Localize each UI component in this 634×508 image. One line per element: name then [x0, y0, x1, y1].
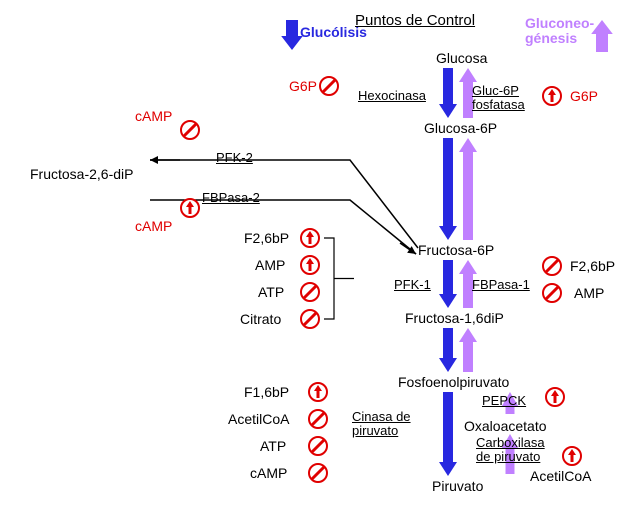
- reg-pk-3: cAMP: [250, 465, 287, 481]
- metabolite-oaa: Oxaloacetato: [464, 418, 547, 434]
- metabolite-pep: Fosfoenolpiruvato: [398, 374, 509, 390]
- metabolite-glucose: Glucosa: [436, 50, 487, 66]
- enzyme-hexokinase: Hexocinasa: [358, 88, 426, 103]
- reg-pfk1-3: Citrato: [240, 311, 281, 327]
- reg-pfk1-1: AMP: [255, 257, 285, 273]
- reg-pfk2-camp: cAMP: [135, 108, 172, 124]
- enzyme-pc: Carboxilasade piruvato: [476, 436, 545, 465]
- reg-fbpase1-0: F2,6bP: [570, 258, 615, 274]
- enzyme-fbpase1: FBPasa-1: [472, 277, 530, 292]
- reg-pfk1-2: ATP: [258, 284, 284, 300]
- metabolite-f16bp: Fructosa-1,6diP: [405, 310, 504, 326]
- reg-hexokinase-g6p: G6P: [289, 78, 317, 94]
- enzyme-pepck: PEPCK: [482, 393, 526, 408]
- metabolite-pyruvate: Piruvato: [432, 478, 483, 494]
- reg-pk-1: AcetilCoA: [228, 411, 289, 427]
- enzyme-pfk2: PFK-2: [216, 150, 253, 165]
- metabolite-g6p: Glucosa-6P: [424, 120, 497, 136]
- enzyme-pk: Cinasa depiruvato: [352, 410, 411, 439]
- enzyme-fbpase2: FBPasa-2: [202, 190, 260, 205]
- reg-pk-2: ATP: [260, 438, 286, 454]
- reg-fbpase2-camp: cAMP: [135, 218, 172, 234]
- metabolite-f26bp: Fructosa-2,6-diP: [30, 166, 133, 182]
- title: Puntos de Control: [355, 12, 475, 29]
- reg-g6pase-g6p: G6P: [570, 88, 598, 104]
- enzyme-g6pase: Gluc-6Pfosfatasa: [472, 84, 525, 113]
- reg-fbpase1-1: AMP: [574, 285, 604, 301]
- metabolite-f6p: Fructosa-6P: [418, 242, 494, 258]
- reg-pk-0: F1,6bP: [244, 384, 289, 400]
- enzyme-pfk1: PFK-1: [394, 277, 431, 292]
- reg-pfk1-0: F2,6bP: [244, 230, 289, 246]
- reg-pc-acetilcoa: AcetilCoA: [530, 468, 591, 484]
- glycolysis-label: Glucólisis: [300, 24, 367, 40]
- gluconeogenesis-label: Gluconeo-génesis: [525, 16, 595, 47]
